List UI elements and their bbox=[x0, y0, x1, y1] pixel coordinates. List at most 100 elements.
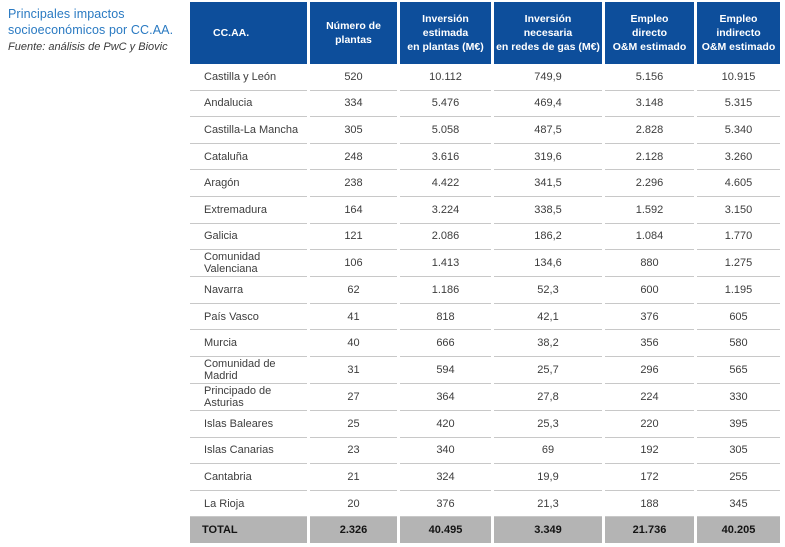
table-row: Comunidad Valenciana 106 1.413 134,6 880 1.27… bbox=[190, 250, 780, 278]
table-cell: 2.326 bbox=[310, 517, 397, 544]
table-cell: 21.736 bbox=[605, 517, 694, 544]
table-cell: 172 bbox=[605, 464, 694, 491]
table-cell: 600 bbox=[605, 277, 694, 304]
region-name: Murcia bbox=[190, 330, 307, 357]
region-name: Navarra bbox=[190, 277, 307, 304]
table-cell: 27 bbox=[310, 384, 397, 411]
table-cell: 565 bbox=[697, 357, 780, 384]
region-name: Cantabria bbox=[190, 464, 307, 491]
total-label: TOTAL bbox=[190, 517, 307, 544]
table-cell: 1.084 bbox=[605, 224, 694, 251]
table-cell: 5.058 bbox=[400, 117, 491, 144]
table-cell: 106 bbox=[310, 250, 397, 278]
table-cell: 40 bbox=[310, 330, 397, 357]
table-cell: 330 bbox=[697, 384, 780, 411]
table-cell: 20 bbox=[310, 491, 397, 518]
impacts-table-container: CC.AA. Número de plantas Inversión estim… bbox=[187, 2, 783, 544]
region-name: Castilla-La Mancha bbox=[190, 117, 307, 144]
header-inversion-necesaria: Inversión necesaria en redes de gas (M€) bbox=[494, 2, 602, 64]
table-cell: 10.112 bbox=[400, 64, 491, 91]
table-cell: 2.128 bbox=[605, 144, 694, 171]
table-cell: 134,6 bbox=[494, 250, 602, 278]
table-cell: 5.340 bbox=[697, 117, 780, 144]
table-cell: 345 bbox=[697, 491, 780, 518]
table-cell: 594 bbox=[400, 357, 491, 384]
table-cell: 40.495 bbox=[400, 517, 491, 544]
table-cell: 356 bbox=[605, 330, 694, 357]
caption-title: Principales impactos socioeconómicos por… bbox=[8, 7, 174, 37]
table-cell: 248 bbox=[310, 144, 397, 171]
table-row: La Rioja 20 376 21,3 188 345 bbox=[190, 491, 780, 518]
table-cell: 341,5 bbox=[494, 170, 602, 197]
table-cell: 3.616 bbox=[400, 144, 491, 171]
header-inversion-estimada: Inversión estimada en plantas (M€) bbox=[400, 2, 491, 64]
table-cell: 5.476 bbox=[400, 91, 491, 118]
table-cell: 319,6 bbox=[494, 144, 602, 171]
table-cell: 1.413 bbox=[400, 250, 491, 278]
region-name: La Rioja bbox=[190, 491, 307, 518]
table-cell: 2.828 bbox=[605, 117, 694, 144]
table-cell: 1.592 bbox=[605, 197, 694, 224]
table-cell: 188 bbox=[605, 491, 694, 518]
table-cell: 2.086 bbox=[400, 224, 491, 251]
table-header-row: CC.AA. Número de plantas Inversión estim… bbox=[190, 2, 780, 64]
table-row: Castilla-La Mancha 305 5.058 487,5 2.828 5.34… bbox=[190, 117, 780, 144]
table-row: Islas Baleares 25 420 25,3 220 395 bbox=[190, 411, 780, 438]
table-row: Cantabria 21 324 19,9 172 255 bbox=[190, 464, 780, 491]
table-row: Andalucia 334 5.476 469,4 3.148 5.315 bbox=[190, 91, 780, 118]
table-cell: 25 bbox=[310, 411, 397, 438]
table-cell: 605 bbox=[697, 304, 780, 331]
header-ccaa: CC.AA. bbox=[190, 2, 307, 64]
table-cell: 255 bbox=[697, 464, 780, 491]
table-cell: 4.422 bbox=[400, 170, 491, 197]
table-cell: 420 bbox=[400, 411, 491, 438]
table-row: Extremadura 164 3.224 338,5 1.592 3.150 bbox=[190, 197, 780, 224]
table-cell: 25,3 bbox=[494, 411, 602, 438]
table-cell: 41 bbox=[310, 304, 397, 331]
table-cell: 3.349 bbox=[494, 517, 602, 544]
table-cell: 296 bbox=[605, 357, 694, 384]
table-cell: 666 bbox=[400, 330, 491, 357]
table-cell: 3.150 bbox=[697, 197, 780, 224]
table-cell: 818 bbox=[400, 304, 491, 331]
table-cell: 520 bbox=[310, 64, 397, 91]
table-row: Navarra 62 1.186 52,3 600 1.195 bbox=[190, 277, 780, 304]
table-cell: 62 bbox=[310, 277, 397, 304]
region-name: Cataluña bbox=[190, 144, 307, 171]
table-caption: Principales impactos socioeconómicos por… bbox=[8, 6, 182, 55]
region-name: País Vasco bbox=[190, 304, 307, 331]
table-cell: 880 bbox=[605, 250, 694, 278]
table-cell: 487,5 bbox=[494, 117, 602, 144]
table-cell: 3.260 bbox=[697, 144, 780, 171]
table-cell: 23 bbox=[310, 438, 397, 465]
header-empleo-directo: Empleo directo O&M estimado bbox=[605, 2, 694, 64]
table-cell: 121 bbox=[310, 224, 397, 251]
caption-source: Fuente: análisis de PwC y Biovic bbox=[8, 41, 168, 53]
table-cell: 31 bbox=[310, 357, 397, 384]
table-total-row: TOTAL 2.326 40.495 3.349 21.736 40.205 bbox=[190, 517, 780, 544]
table-row: Murcia 40 666 38,2 356 580 bbox=[190, 330, 780, 357]
table-row: Principado de Asturias 27 364 27,8 224 330 bbox=[190, 384, 780, 411]
region-name: Castilla y León bbox=[190, 64, 307, 91]
table-cell: 238 bbox=[310, 170, 397, 197]
region-name: Aragón bbox=[190, 170, 307, 197]
table-cell: 749,9 bbox=[494, 64, 602, 91]
table-cell: 364 bbox=[400, 384, 491, 411]
table-cell: 324 bbox=[400, 464, 491, 491]
table-cell: 224 bbox=[605, 384, 694, 411]
region-name: Islas Baleares bbox=[190, 411, 307, 438]
table-cell: 25,7 bbox=[494, 357, 602, 384]
region-name: Andalucia bbox=[190, 91, 307, 118]
table-cell: 192 bbox=[605, 438, 694, 465]
impacts-table: CC.AA. Número de plantas Inversión estim… bbox=[187, 2, 783, 544]
table-cell: 334 bbox=[310, 91, 397, 118]
region-name: Principado de Asturias bbox=[190, 384, 307, 411]
table-cell: 69 bbox=[494, 438, 602, 465]
table-row: Aragón 238 4.422 341,5 2.296 4.605 bbox=[190, 170, 780, 197]
table-cell: 21,3 bbox=[494, 491, 602, 518]
table-cell: 40.205 bbox=[697, 517, 780, 544]
table-cell: 38,2 bbox=[494, 330, 602, 357]
table-cell: 1.275 bbox=[697, 250, 780, 278]
table-row: País Vasco 41 818 42,1 376 605 bbox=[190, 304, 780, 331]
table-cell: 3.148 bbox=[605, 91, 694, 118]
